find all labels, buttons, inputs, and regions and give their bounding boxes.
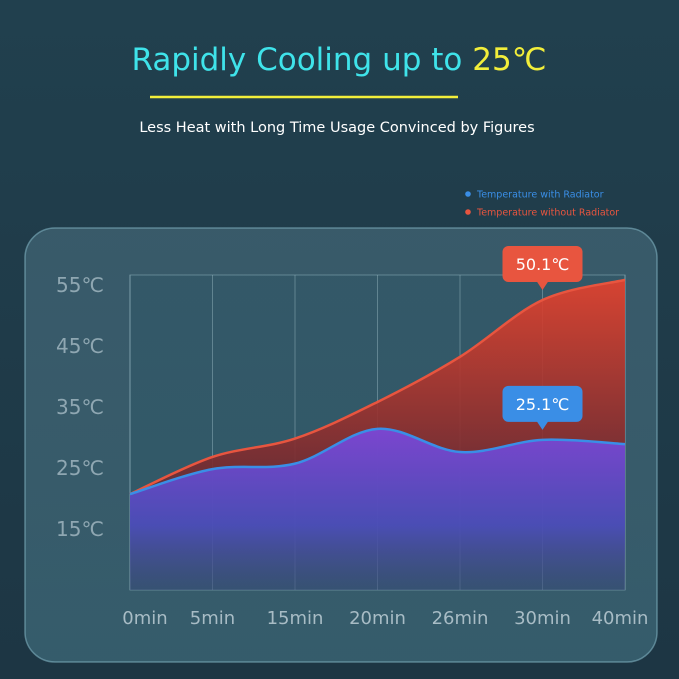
x-tick-label: 26min xyxy=(432,608,489,629)
title-part: Rapidly Cooling up to xyxy=(131,42,462,78)
y-tick-label: 55℃ xyxy=(56,273,104,297)
subtitle: Less Heat with Long Time Usage Convinced… xyxy=(139,120,534,136)
callout-pointer xyxy=(536,281,549,291)
x-tick-label: 40min xyxy=(592,608,649,629)
x-tick-label: 15min xyxy=(267,608,324,629)
y-tick-label: 45℃ xyxy=(56,334,104,358)
callout-pointer xyxy=(536,420,549,430)
x-tick-label: 30min xyxy=(514,608,571,629)
title-highlight: 25℃ xyxy=(472,42,546,78)
callout-box xyxy=(502,246,583,283)
y-tick-label: 25℃ xyxy=(56,456,104,480)
area-fill xyxy=(130,428,625,590)
y-tick-label: 35℃ xyxy=(56,395,104,419)
callout-label: 25.1℃ xyxy=(516,395,570,414)
legend-label: Temperature without Radiator xyxy=(476,208,619,219)
x-tick-label: 20min xyxy=(349,608,406,629)
x-tick-label: 5min xyxy=(190,608,235,629)
series-line xyxy=(129,278,626,496)
series-line xyxy=(129,427,626,496)
chart-title: Rapidly Cooling up to 25℃ xyxy=(131,42,546,78)
legend-label: Temperature with Radiator xyxy=(476,190,604,201)
callout-label: 50.1℃ xyxy=(516,255,570,274)
legend-dot xyxy=(465,191,471,197)
callout-box xyxy=(502,385,583,422)
x-tick-label: 0min xyxy=(122,608,167,629)
y-tick-label: 15℃ xyxy=(56,517,104,541)
legend-dot xyxy=(465,209,471,215)
